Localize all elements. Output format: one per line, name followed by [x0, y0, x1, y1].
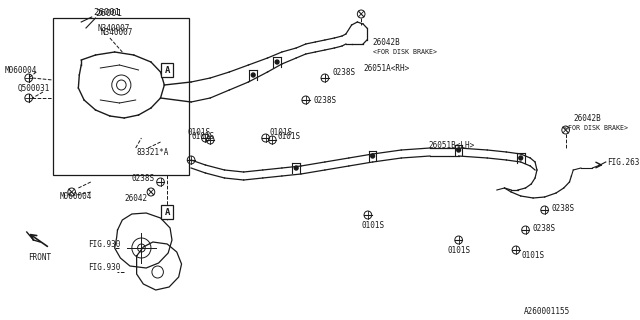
Text: 0101S: 0101S: [447, 245, 470, 254]
Bar: [52, 18, 189, 175]
Circle shape: [371, 154, 374, 158]
Text: FIG.930: FIG.930: [88, 239, 120, 249]
Text: 26001: 26001: [93, 7, 120, 17]
Text: 0101S: 0101S: [277, 132, 300, 140]
Text: 0101S: 0101S: [361, 220, 384, 229]
Text: 0101S: 0101S: [269, 127, 292, 137]
Text: A260001155: A260001155: [524, 308, 570, 316]
Text: FIG.930: FIG.930: [88, 263, 120, 273]
Text: <FOR DISK BRAKE>: <FOR DISK BRAKE>: [564, 125, 628, 131]
Text: FRONT: FRONT: [29, 253, 52, 262]
Text: 26051B<LH>: 26051B<LH>: [428, 140, 474, 149]
Bar: [161, 205, 173, 219]
Text: 0238S: 0238S: [532, 223, 556, 233]
Circle shape: [275, 60, 279, 64]
Circle shape: [457, 148, 461, 152]
Text: Q500031: Q500031: [17, 84, 49, 92]
Circle shape: [519, 156, 523, 160]
Text: 0238S: 0238S: [314, 95, 337, 105]
Text: 83321*A: 83321*A: [136, 148, 169, 156]
Text: 0238S: 0238S: [551, 204, 575, 212]
Text: 26042B: 26042B: [372, 37, 401, 46]
Text: A: A: [164, 66, 170, 75]
Text: 26042B: 26042B: [573, 114, 601, 123]
Text: 0101S: 0101S: [522, 251, 545, 260]
Text: M060004: M060004: [60, 191, 92, 201]
Text: 0238S: 0238S: [333, 68, 356, 76]
Text: 0101S: 0101S: [188, 127, 211, 137]
Text: 26051A<RH>: 26051A<RH>: [363, 63, 410, 73]
Text: M060004: M060004: [4, 66, 37, 75]
Text: 26042: 26042: [124, 194, 147, 203]
Text: <FOR DISK BRAKE>: <FOR DISK BRAKE>: [372, 49, 436, 55]
Text: FIG.263: FIG.263: [607, 157, 639, 166]
Text: 0101S: 0101S: [191, 132, 214, 140]
Text: A: A: [164, 207, 170, 217]
Circle shape: [252, 73, 255, 77]
Text: 0238S: 0238S: [132, 173, 155, 182]
Text: N340007: N340007: [97, 23, 130, 33]
Bar: [161, 63, 173, 77]
Text: N340007: N340007: [100, 28, 132, 36]
Text: 26001: 26001: [95, 9, 122, 18]
Circle shape: [294, 166, 298, 170]
